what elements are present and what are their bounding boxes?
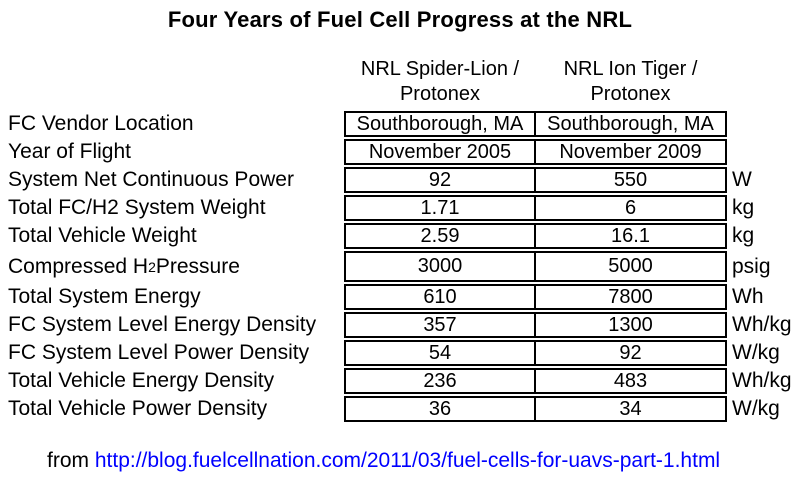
row-label: Total Vehicle Energy Density [8, 369, 275, 392]
data-cell-spider-lion: 36 [344, 396, 536, 422]
row-label: Total FC/H2 System Weight [8, 196, 266, 219]
table-row: FC Vendor Location Southborough, MA Sout… [8, 111, 792, 137]
data-cell-spider-lion: Southborough, MA [344, 111, 536, 137]
column-header-line: NRL Spider-Lion / [360, 58, 520, 80]
data-cell-ion-tiger: 483 [534, 368, 727, 394]
row-label: Total System Energy [8, 285, 201, 308]
unit-label: W/kg [732, 397, 780, 420]
unit-label: kg [732, 224, 755, 247]
unit-label: Wh [732, 285, 764, 308]
data-table: FC Vendor Location Southborough, MA Sout… [8, 111, 792, 424]
data-cell-spider-lion: 236 [344, 368, 536, 394]
data-cell-spider-lion: 54 [344, 340, 536, 366]
table-row: Total Vehicle Energy Density 236 483 Wh/… [8, 368, 792, 394]
data-cell-ion-tiger: 6 [534, 195, 727, 221]
data-cell-spider-lion: 357 [344, 312, 536, 338]
table-row: FC System Level Energy Density 357 1300 … [8, 312, 792, 338]
data-cell-ion-tiger: 1300 [534, 312, 727, 338]
data-cell-spider-lion: 92 [344, 167, 536, 193]
row-label: FC System Level Energy Density [8, 313, 317, 336]
data-cell-ion-tiger: Southborough, MA [534, 111, 727, 137]
table-row: Total FC/H2 System Weight 1.71 6 kg [8, 195, 792, 221]
data-cell-ion-tiger: 16.1 [534, 223, 727, 249]
data-cell-ion-tiger: November 2009 [534, 139, 727, 165]
data-cell-spider-lion: 1.71 [344, 195, 536, 221]
column-header-ion-tiger: NRL Ion Tiger / Protonex [534, 57, 727, 107]
unit-label: Wh/kg [732, 369, 792, 392]
source-link[interactable]: http://blog.fuelcellnation.com/2011/03/f… [94, 449, 721, 472]
unit-label [727, 139, 732, 165]
data-cell-spider-lion: 3000 [344, 251, 536, 282]
column-header-line: NRL Ion Tiger / [563, 58, 698, 80]
table-row: FC System Level Power Density 54 92 W/kg [8, 340, 792, 366]
data-cell-ion-tiger: 5000 [534, 251, 727, 282]
data-cell-spider-lion: November 2005 [344, 139, 536, 165]
data-cell-ion-tiger: 92 [534, 340, 727, 366]
column-header-spider-lion: NRL Spider-Lion / Protonex [344, 57, 536, 107]
row-label: FC System Level Power Density [8, 341, 310, 364]
data-cell-spider-lion: 2.59 [344, 223, 536, 249]
unit-label: W [732, 168, 752, 191]
column-headers: NRL Spider-Lion / Protonex NRL Ion Tiger… [344, 57, 727, 107]
row-label: Year of Flight [8, 140, 131, 163]
table-row: System Net Continuous Power 92 550 W [8, 167, 792, 193]
source-prefix: from [47, 449, 95, 472]
unit-label: kg [732, 196, 755, 219]
unit-label: W/kg [732, 341, 780, 364]
row-label: Total Vehicle Power Density [8, 397, 268, 420]
data-cell-spider-lion: 610 [344, 284, 536, 310]
row-label: Total Vehicle Weight [8, 224, 197, 247]
data-cell-ion-tiger: 34 [534, 396, 727, 422]
row-label: FC Vendor Location [8, 112, 194, 135]
column-header-line: Protonex [590, 83, 671, 105]
column-header-line: Protonex [399, 83, 481, 105]
row-label: System Net Continuous Power [8, 168, 294, 191]
page-title: Four Years of Fuel Cell Progress at the … [167, 7, 633, 32]
unit-label: psig [732, 254, 771, 278]
table-row: Total Vehicle Weight 2.59 16.1 kg [8, 223, 792, 249]
table-row: Total Vehicle Power Density 36 34 W/kg [8, 396, 792, 422]
unit-label: Wh/kg [732, 313, 792, 336]
table-row: Year of Flight November 2005 November 20… [8, 139, 792, 165]
unit-label [727, 111, 732, 137]
data-cell-ion-tiger: 7800 [534, 284, 727, 310]
source-line: from http://blog.fuelcellnation.com/2011… [47, 449, 720, 473]
table-row: Total System Energy 610 7800 Wh [8, 284, 792, 310]
data-cell-ion-tiger: 550 [534, 167, 727, 193]
